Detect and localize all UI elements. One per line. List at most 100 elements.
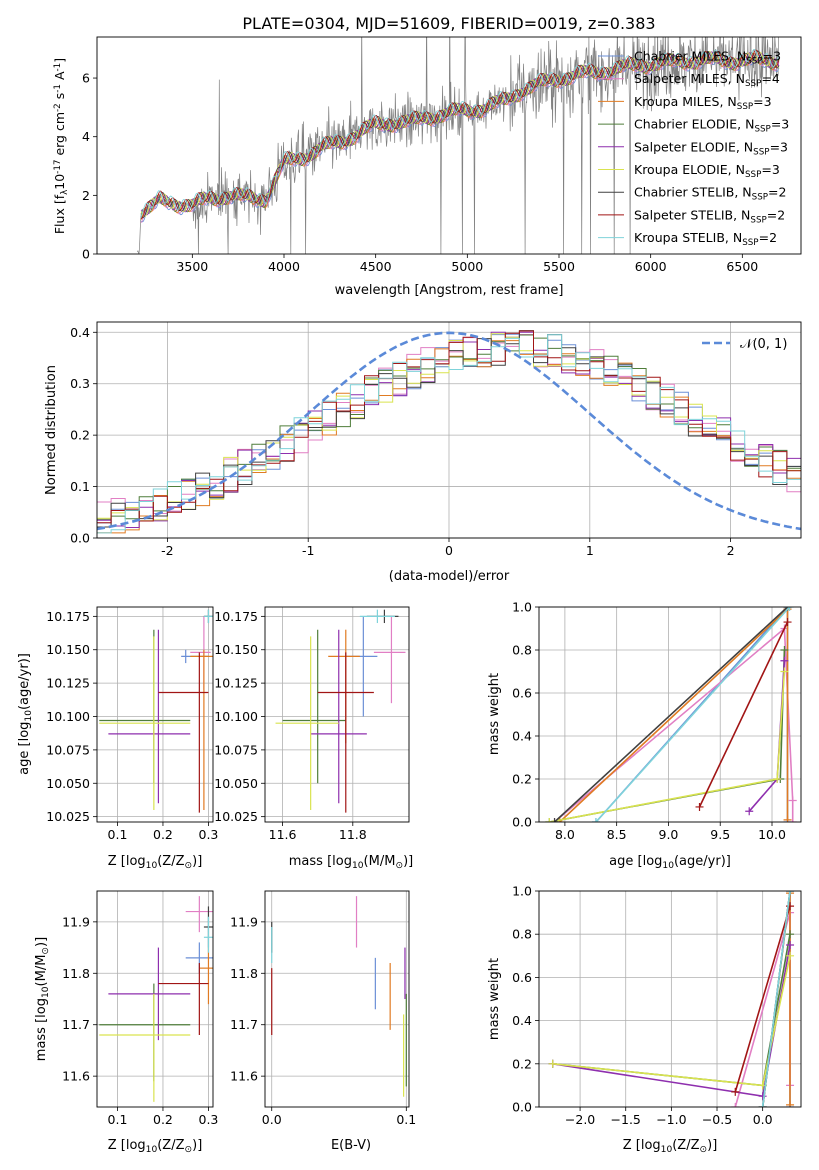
plot-area <box>275 609 406 813</box>
x-tick-label: 6500 <box>726 259 758 274</box>
x-tick-label: −2.0 <box>565 1112 595 1127</box>
plot-area <box>99 609 213 813</box>
legend-label-gaussian: 𝒩(0, 1) <box>740 337 787 352</box>
y-tick-label: 6 <box>82 71 90 86</box>
x-tick-label: 10.0 <box>758 827 786 842</box>
model-line-chabrier-stelib <box>140 50 780 219</box>
x-axis-label: Z [log10(Z/Z⊙)] <box>108 1138 203 1155</box>
x-tick-label: 9.5 <box>710 827 730 842</box>
y-tick-label: 0.8 <box>512 643 532 658</box>
x-tick-label: -1 <box>302 543 314 558</box>
y-axis-label: mass weight <box>487 958 502 1040</box>
model-line-kroupa-stelib <box>140 49 780 218</box>
y-tick-label: 10.150 <box>214 642 258 657</box>
x-tick-label: 0.3 <box>199 1112 219 1127</box>
y-tick-label: 10.125 <box>46 676 90 691</box>
x-tick-label: 0.2 <box>153 827 173 842</box>
axes-frame <box>96 36 802 255</box>
y-tick-label: 10.025 <box>46 809 90 824</box>
y-tick-label: 0.0 <box>512 815 532 830</box>
mw-marker-kroupa-stelib <box>786 891 795 895</box>
y-tick-label: 10.100 <box>46 709 90 724</box>
x-tick-label: 6000 <box>635 259 667 274</box>
x-tick-label: 0.1 <box>108 827 128 842</box>
legend-label-chabrier-miles: Chabrier MILES, NSSP=3 <box>634 49 781 67</box>
x-tick-label: 3500 <box>176 259 208 274</box>
mw-line-chabrier-stelib <box>553 607 789 822</box>
x-tick-label: 2 <box>727 543 735 558</box>
y-axis-label: Normed distribution <box>44 365 59 495</box>
y-tick-label: 0.4 <box>512 1013 532 1028</box>
y-tick-label: 0.0 <box>70 531 90 546</box>
x-tick-label: -2 <box>161 543 173 558</box>
legend-label-kroupa-stelib: Kroupa STELIB, NSSP=2 <box>634 230 777 248</box>
legend-label-kroupa-elodie: Kroupa ELODIE, NSSP=3 <box>634 162 780 180</box>
plot-area <box>271 896 407 1097</box>
y-tick-label: 10.175 <box>214 609 258 624</box>
x-tick-label: 0.1 <box>396 1112 416 1127</box>
legend-label-salpeter-elodie: Salpeter ELODIE, NSSP=3 <box>634 139 788 157</box>
x-tick-label: 5500 <box>543 259 575 274</box>
y-tick-label: 10.050 <box>46 776 90 791</box>
x-axis-label: wavelength [Angstrom, rest frame] <box>335 283 564 298</box>
y-tick-label: 11.8 <box>62 966 90 981</box>
x-tick-label: 9.0 <box>659 827 679 842</box>
y-tick-label: 10.075 <box>214 742 258 757</box>
y-tick-label: 10.175 <box>46 609 90 624</box>
y-tick-label: 1.0 <box>512 884 532 899</box>
x-axis-label: E(B-V) <box>331 1138 371 1153</box>
mw-marker-chabrier-elodie <box>786 930 795 939</box>
mw-line-salpeter-miles <box>553 626 794 822</box>
x-tick-label: 0.0 <box>262 1112 282 1127</box>
mw-marker-kroupa-elodie <box>545 818 554 822</box>
x-tick-label: 0.0 <box>753 1112 773 1127</box>
y-tick-label: 11.8 <box>230 966 258 981</box>
mw-line-kroupa-stelib <box>761 891 791 1107</box>
x-tick-label: 4000 <box>268 259 300 274</box>
y-tick-label: 0.2 <box>70 428 90 443</box>
mw-line-kroupa-miles <box>559 607 789 822</box>
mass-metallicity-panel: 0.1 0.2 0.3 11.6 11.7 11.8 11.9 Z [log10(Z/Z⊙)]… <box>34 890 219 1155</box>
plot-area <box>137 37 780 254</box>
residual-panel: -2 -1 0 1 2 0.0 0.1 0.2 0.3 0.4 𝒩(0, 1) (data-model… <box>44 321 802 584</box>
y-tick-label: 0.4 <box>70 325 90 340</box>
y-tick-label: 0 <box>82 247 90 262</box>
mw-marker-chabrier-elodie <box>780 646 789 654</box>
mw-marker-chabrier-stelib <box>550 818 559 822</box>
y-tick-label: 4 <box>82 129 90 144</box>
spectrum-panel: 3500 4000 4500 5000 5500 6000 6500 0 2 4 6 waveleng… <box>52 36 802 298</box>
x-tick-label: 11.8 <box>339 827 367 842</box>
mw-marker-kroupa-miles <box>783 815 792 822</box>
mw-line-salpeter-stelib <box>734 905 791 1093</box>
mw-marker-salpeter-elodie <box>745 807 754 816</box>
x-tick-label: 0.2 <box>153 1112 173 1127</box>
mw-marker-salpeter-miles <box>788 818 797 822</box>
y-tick-label: 10.025 <box>214 809 258 824</box>
y-tick-label: 0.4 <box>512 729 532 744</box>
legend-label-chabrier-stelib: Chabrier STELIB, NSSP=2 <box>634 185 786 203</box>
massweight-metallicity-panel: −2.0 −1.5 −1.0 −0.5 0.0 0.0 0.2 0.4 0.6 0.8 1.0 Z [… <box>487 884 802 1155</box>
y-tick-label: 1.0 <box>512 600 532 615</box>
mw-marker-salpeter-miles <box>731 1103 740 1107</box>
axes-frame <box>264 890 410 1108</box>
x-tick-label: −0.5 <box>702 1112 732 1127</box>
axes-frame <box>538 890 802 1108</box>
legend-label-chabrier-elodie: Chabrier ELODIE, NSSP=3 <box>634 117 789 135</box>
mw-marker-salpeter-stelib <box>731 1087 740 1096</box>
y-tick-label: 10.050 <box>214 776 258 791</box>
y-tick-label: 10.150 <box>46 642 90 657</box>
y-tick-label: 0.6 <box>512 686 532 701</box>
axes-frame <box>96 890 214 1108</box>
mw-marker-kroupa-elodie <box>773 775 782 783</box>
legend-label-salpeter-miles: Salpeter MILES, NSSP=4 <box>634 71 780 89</box>
x-axis-label: Z [log10(Z/Z⊙)] <box>108 854 203 871</box>
mw-line-salpeter-stelib <box>698 621 789 808</box>
x-tick-label: −1.5 <box>611 1112 641 1127</box>
y-tick-label: 10.075 <box>46 742 90 757</box>
x-tick-label: 0 <box>445 543 453 558</box>
axes-frame <box>538 606 802 823</box>
model-line-kroupa-miles <box>140 52 780 221</box>
mw-marker-kroupa-stelib <box>785 607 794 611</box>
plot-area <box>548 891 795 1107</box>
x-axis-label: (data-model)/error <box>389 569 510 584</box>
